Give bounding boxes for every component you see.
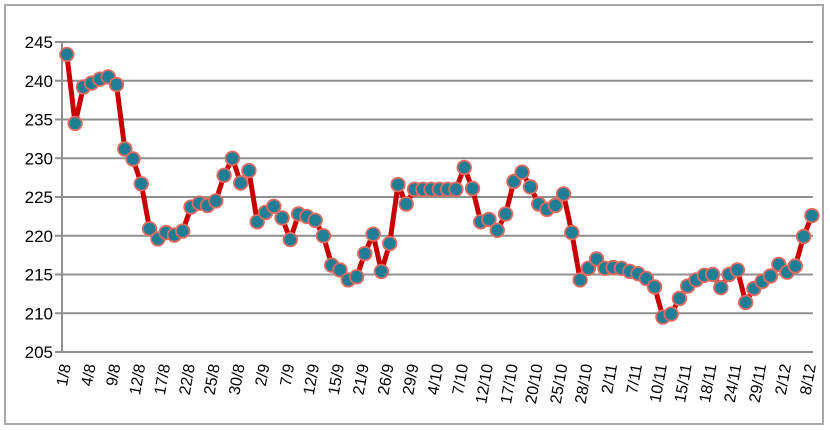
data-point-marker xyxy=(795,228,812,245)
x-axis-tick-label: 26/9 xyxy=(375,363,397,397)
x-axis-tick-label: 2/11 xyxy=(599,363,621,396)
data-point-marker xyxy=(671,290,688,307)
chart-border xyxy=(4,4,824,425)
data-point-marker xyxy=(348,269,365,285)
data-point-marker xyxy=(804,207,820,224)
data-point-marker xyxy=(464,180,481,197)
data-point-marker xyxy=(572,272,588,288)
data-point-marker xyxy=(382,235,398,252)
x-axis-tick-label: 7/11 xyxy=(624,363,646,396)
data-point-marker xyxy=(448,181,464,198)
data-point-marker xyxy=(307,212,323,229)
data-point-marker xyxy=(547,197,564,214)
x-axis-tick-label: 21/9 xyxy=(351,363,373,397)
data-point-marker xyxy=(274,210,290,226)
data-point-marker xyxy=(266,198,282,215)
data-point-marker xyxy=(738,294,754,311)
x-axis-tick-label: 4/10 xyxy=(425,363,447,397)
data-point-marker xyxy=(232,175,249,191)
x-axis-tick-label: 2/12 xyxy=(773,363,795,397)
data-point-marker xyxy=(787,258,804,274)
x-axis-tick-label: 2/9 xyxy=(253,363,274,388)
data-point-marker xyxy=(373,263,390,280)
x-axis-tick-label: 29/9 xyxy=(400,363,422,397)
data-point-marker xyxy=(489,222,506,239)
data-point-marker xyxy=(133,176,150,192)
x-axis-tick-label: 8/12 xyxy=(798,363,820,397)
y-axis-tick-label: 220 xyxy=(25,227,53,246)
x-axis-tick-label: 30/8 xyxy=(226,363,248,397)
data-point-marker xyxy=(456,159,472,176)
data-point-marker xyxy=(357,245,373,262)
x-axis-tick-label: 1/8 xyxy=(54,363,75,388)
data-point-marker xyxy=(564,224,580,241)
x-axis-tick-label: 12/9 xyxy=(301,363,323,397)
y-axis-tick-label: 205 xyxy=(25,343,53,362)
y-axis-tick-label: 225 xyxy=(25,188,53,207)
x-axis-tick-label: 20/10 xyxy=(523,363,547,405)
data-point-marker xyxy=(117,141,133,157)
data-point-marker xyxy=(141,221,158,237)
data-point-marker xyxy=(729,262,746,278)
x-axis-tick-label: 7/10 xyxy=(450,363,472,397)
x-axis-tick-label: 4/8 xyxy=(79,363,100,388)
data-point-marker xyxy=(514,164,530,180)
data-point-marker xyxy=(497,206,514,222)
x-axis-tick-label: 22/8 xyxy=(177,363,199,397)
data-point-marker xyxy=(522,179,539,195)
x-axis-tick-label: 12/8 xyxy=(127,363,149,397)
data-point-marker xyxy=(555,186,572,202)
data-point-marker xyxy=(216,167,232,184)
y-axis-tick-label: 230 xyxy=(25,149,53,168)
data-point-marker xyxy=(125,151,141,167)
data-point-marker xyxy=(704,266,721,283)
x-axis-tick-label: 7/9 xyxy=(278,363,299,388)
x-axis-tick-label: 15/9 xyxy=(326,363,348,397)
data-point-marker xyxy=(365,226,381,242)
data-point-marker xyxy=(646,279,663,295)
y-axis-tick-label: 245 xyxy=(25,33,53,52)
data-point-marker xyxy=(663,306,679,322)
y-axis-tick-label: 240 xyxy=(25,72,53,91)
x-axis-tick-label: 17/10 xyxy=(498,363,522,405)
data-point-marker xyxy=(332,262,348,278)
x-axis-tick-label: 25/8 xyxy=(202,363,224,397)
data-point-marker xyxy=(398,196,414,212)
data-point-marker xyxy=(208,193,224,209)
data-point-marker xyxy=(59,46,75,63)
x-axis-tick-label: 15/11 xyxy=(672,363,696,404)
y-axis-tick-label: 215 xyxy=(25,266,53,285)
x-axis-tick-label: 29/11 xyxy=(747,363,771,404)
x-axis-tick-label: 10/11 xyxy=(647,363,671,404)
data-point-marker xyxy=(241,162,257,179)
data-point-marker xyxy=(315,228,332,244)
x-axis-tick-label: 24/11 xyxy=(722,363,746,404)
y-axis-tick-label: 210 xyxy=(25,304,53,323)
data-point-marker xyxy=(390,176,406,193)
data-point-marker xyxy=(762,268,779,284)
x-axis-tick-label: 18/11 xyxy=(697,363,721,404)
y-axis-tick-label: 235 xyxy=(25,111,53,130)
x-axis-tick-label: 17/8 xyxy=(152,363,174,397)
x-axis-tick-label: 25/10 xyxy=(548,363,572,405)
data-point-marker xyxy=(481,211,497,228)
x-axis-tick-label: 28/10 xyxy=(573,363,597,405)
data-point-marker xyxy=(282,231,299,248)
data-point-marker xyxy=(174,223,191,239)
x-axis-tick-label: 9/8 xyxy=(104,363,125,388)
data-point-marker xyxy=(67,115,83,132)
data-point-marker xyxy=(108,76,125,93)
data-point-marker xyxy=(713,280,729,296)
data-point-marker xyxy=(224,150,241,167)
x-axis-tick-label: 12/10 xyxy=(473,363,497,405)
